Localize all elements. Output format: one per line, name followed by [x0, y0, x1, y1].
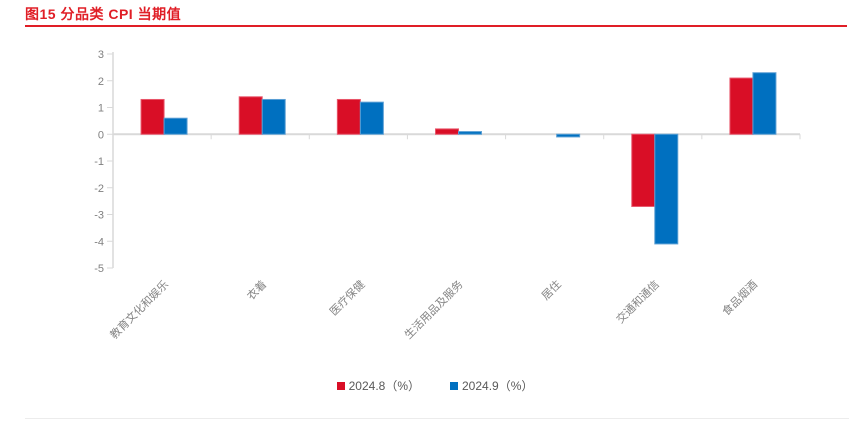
figure-title: 图15 分品类 CPI 当期值 [25, 6, 182, 22]
bar [752, 72, 777, 135]
bar [359, 101, 384, 135]
bar [261, 98, 286, 135]
chart-legend: 2024.8（%） 2024.9（%） [0, 377, 849, 394]
legend-item-2024-9: 2024.9（%） [450, 377, 533, 394]
legend-swatch-red [336, 381, 345, 390]
y-tick-label: -3 [94, 210, 104, 222]
bar [631, 133, 656, 207]
x-category-label: 居住 [538, 277, 563, 302]
x-category-label: 衣着 [244, 277, 269, 302]
y-tick-label: 0 [98, 129, 104, 141]
x-category-label: 医疗保健 [326, 277, 367, 318]
x-category-label: 交通和通信 [613, 277, 662, 326]
bar [140, 98, 165, 135]
y-tick-label: -4 [94, 236, 104, 248]
bar [163, 117, 188, 135]
y-tick-label: -2 [94, 183, 104, 195]
bar [336, 98, 361, 135]
y-tick-label: 2 [98, 76, 104, 88]
x-category-label: 教育文化和娱乐 [107, 277, 171, 341]
legend-label-2024-9: 2024.9（%） [462, 379, 534, 393]
bar [556, 133, 581, 138]
bottom-divider [25, 418, 849, 419]
bar [729, 77, 754, 135]
figure-header: 图15 分品类 CPI 当期值 [25, 5, 847, 23]
y-tick-label: 3 [98, 49, 104, 61]
title-underline [25, 25, 847, 27]
legend-swatch-blue [450, 381, 458, 390]
bar [435, 128, 459, 135]
x-category-label: 生活用品及服务 [401, 277, 465, 341]
bar [458, 131, 482, 135]
y-tick-label: -5 [94, 263, 104, 275]
legend-item-2024-8: 2024.8（%） [336, 377, 420, 394]
bar [238, 96, 263, 135]
legend-label-2024-8: 2024.8（%） [348, 379, 420, 393]
y-tick-label: -1 [94, 156, 104, 168]
bar [654, 133, 679, 245]
x-category-label: 食品烟酒 [719, 277, 760, 318]
y-tick-label: 1 [98, 103, 104, 115]
